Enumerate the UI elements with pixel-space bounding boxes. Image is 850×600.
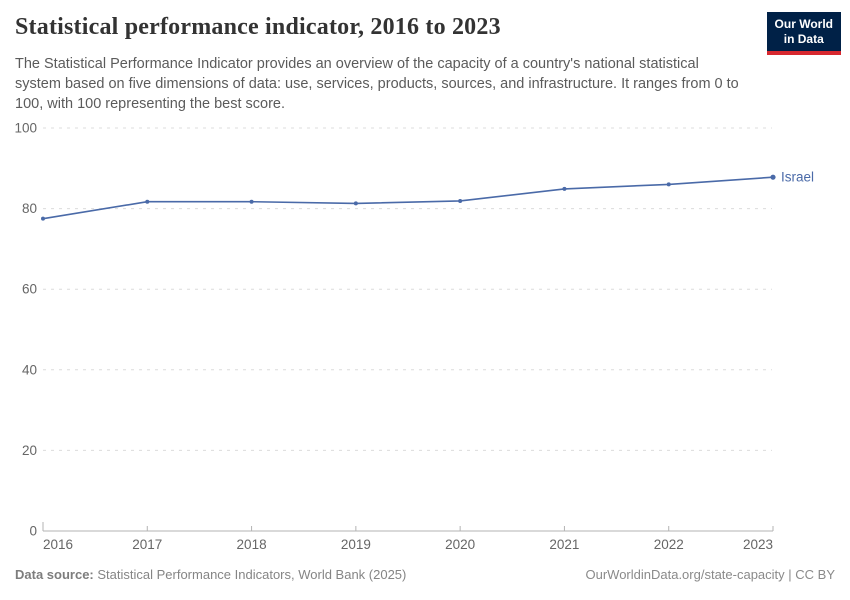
series-point[interactable] (145, 199, 150, 204)
data-source-label: Data source: (15, 567, 94, 582)
x-axis-tick-label: 2017 (132, 537, 162, 552)
license-link[interactable]: OurWorldinData.org/state-capacity | CC B… (585, 567, 835, 582)
y-axis-tick-label: 20 (22, 443, 37, 458)
data-source-text: Statistical Performance Indicators, Worl… (93, 567, 407, 582)
series-point[interactable] (770, 174, 776, 180)
x-axis-tick-label: 2016 (43, 537, 73, 552)
x-axis-tick-label: 2021 (549, 537, 579, 552)
chart-subtitle: The Statistical Performance Indicator pr… (15, 56, 739, 112)
y-axis-tick-label: 100 (14, 121, 37, 136)
y-axis-tick-label: 60 (22, 282, 37, 297)
owid-logo[interactable]: Our World in Data (766, 12, 841, 55)
series-point[interactable] (353, 201, 358, 206)
y-axis-tick-label: 40 (22, 362, 37, 377)
y-axis-tick-label: 0 (29, 524, 37, 539)
y-axis-tick-label: 80 (22, 201, 37, 216)
series-point[interactable] (666, 182, 671, 187)
series-point[interactable] (562, 186, 567, 191)
series-point[interactable] (41, 216, 45, 221)
series-point[interactable] (249, 199, 254, 204)
x-axis-tick-label: 2023 (743, 537, 773, 552)
series-line[interactable] (42, 176, 774, 220)
x-axis-tick-label: 2020 (445, 537, 475, 552)
x-axis-tick-label: 2019 (341, 537, 371, 552)
page-title: Statistical performance indicator, 2016 … (15, 14, 501, 40)
chart-footer: Data source: Statistical Performance Ind… (15, 567, 835, 582)
owid-logo-line1: Our World (774, 17, 833, 31)
owid-logo-line2: in Data (783, 32, 824, 46)
x-axis-tick-label: 2022 (654, 537, 684, 552)
data-source-note: Data source: Statistical Performance Ind… (15, 567, 406, 582)
series-end-label[interactable]: Israel (781, 170, 814, 185)
series-point[interactable] (458, 198, 463, 203)
x-axis-tick-label: 2018 (237, 537, 267, 552)
